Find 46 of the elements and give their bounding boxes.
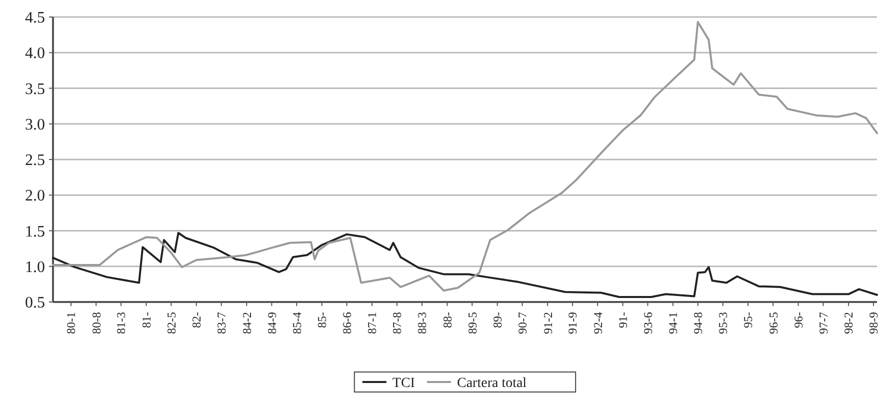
x-tick-label: 80-8 bbox=[89, 312, 104, 334]
x-tick-label: 98-9 bbox=[866, 312, 878, 334]
x-tick-label: 94-8 bbox=[691, 312, 706, 334]
y-tick-label: 4.5 bbox=[25, 10, 45, 27]
x-tick-label: 82- bbox=[190, 312, 204, 328]
y-tick-label: 3.0 bbox=[25, 116, 45, 134]
x-tick-label: 91-9 bbox=[566, 312, 580, 334]
x-tick-label: 84-9 bbox=[264, 312, 279, 334]
line-series bbox=[52, 232, 878, 298]
y-tick-label: 0.5 bbox=[25, 294, 45, 312]
legend-label: Cartera total bbox=[457, 376, 527, 391]
x-tick-label: 82-5 bbox=[164, 312, 178, 334]
x-tick-label: 81- bbox=[139, 312, 154, 328]
y-tick-label: 2.0 bbox=[25, 188, 45, 205]
x-tick-label: 81-3 bbox=[114, 312, 128, 334]
x-tick-label: 85-4 bbox=[290, 312, 304, 334]
x-tick-label: 88- bbox=[440, 312, 454, 328]
x-tick-label: 95- bbox=[741, 312, 756, 328]
x-tick-label: 91-2 bbox=[540, 312, 555, 334]
x-tick-label: 87-8 bbox=[390, 312, 404, 334]
legend-label: TCI bbox=[392, 376, 416, 391]
x-tick-label: 93-6 bbox=[640, 312, 655, 334]
y-tick-label: 3.5 bbox=[25, 80, 45, 98]
y-tick-label: 1.0 bbox=[25, 258, 45, 276]
x-tick-label: 89- bbox=[490, 312, 505, 328]
x-tick-label: 89-5 bbox=[465, 312, 480, 334]
x-tick-label: 92-4 bbox=[590, 312, 605, 334]
x-tick-label: 85- bbox=[315, 312, 330, 328]
x-tick-label: 87-1 bbox=[365, 312, 380, 334]
y-tick-label: 4.0 bbox=[25, 45, 45, 62]
x-tick-label: 88-3 bbox=[415, 312, 430, 334]
x-tick-label: 96-5 bbox=[766, 312, 780, 334]
x-tick-label: 86-6 bbox=[340, 312, 354, 334]
x-tick-label: 98-2 bbox=[842, 312, 856, 334]
y-tick-label: 1.5 bbox=[25, 223, 45, 240]
x-tick-label: 90-7 bbox=[515, 312, 530, 334]
x-tick-label: 83-7 bbox=[214, 312, 229, 334]
x-tick-label: 96- bbox=[791, 312, 806, 328]
x-tick-label: 94-1 bbox=[666, 312, 680, 334]
line-series bbox=[52, 20, 878, 292]
x-tick-label: 91- bbox=[616, 312, 630, 328]
y-tick-label: 2.5 bbox=[25, 152, 45, 170]
x-tick-label: 80-1 bbox=[64, 312, 78, 334]
x-tick-label: 84-2 bbox=[240, 312, 254, 334]
x-tick-label: 95-3 bbox=[716, 312, 730, 334]
x-tick-label: 97-7 bbox=[816, 312, 830, 334]
